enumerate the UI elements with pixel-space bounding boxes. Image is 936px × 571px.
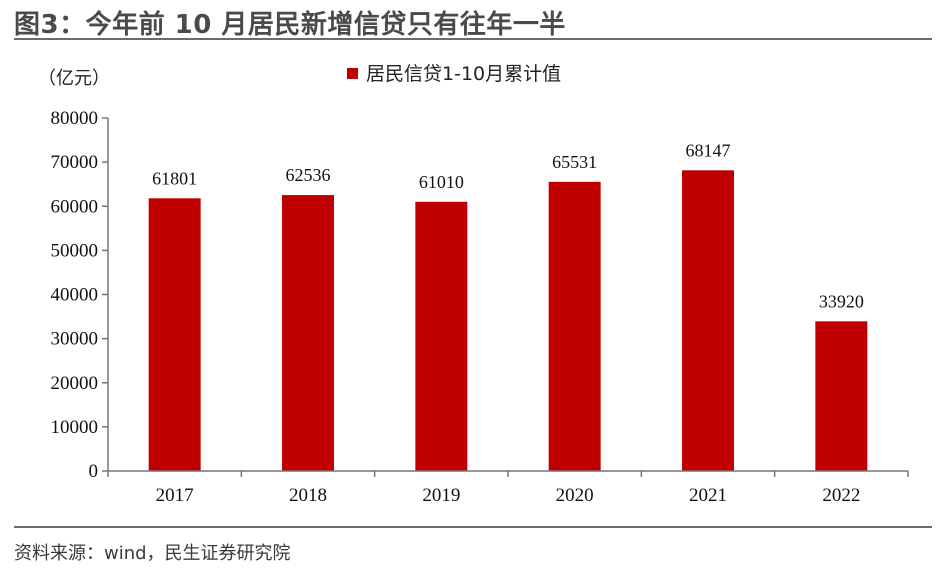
y-tick-label: 0 (89, 461, 99, 482)
x-tick-label-2019: 2019 (422, 485, 460, 506)
y-tick-label: 70000 (51, 152, 99, 173)
y-tick-label: 60000 (51, 196, 99, 217)
value-label-2018: 62536 (286, 165, 331, 185)
x-tick-label-2020: 2020 (556, 485, 594, 506)
value-label-2021: 68147 (686, 140, 731, 160)
bar-2017 (148, 198, 201, 471)
source-note: 资料来源：wind，民生证券研究院 (14, 543, 291, 564)
y-tick-label: 10000 (51, 417, 99, 438)
x-tick-label-2018: 2018 (289, 485, 327, 506)
y-tick-label: 40000 (51, 285, 99, 306)
legend: 居民信贷1-10月累计值 (347, 63, 561, 85)
value-label-2022: 33920 (819, 291, 864, 311)
y-tick-label: 50000 (51, 240, 99, 261)
x-tick-label-2022: 2022 (822, 485, 860, 506)
x-axis-ticks: 2017 2018 2019 2020 2021 2022 (107, 471, 909, 506)
legend-label: 居民信贷1-10月累计值 (366, 63, 561, 85)
legend-swatch (347, 68, 358, 79)
y-tick-label: 80000 (51, 108, 99, 129)
bar-2019 (415, 201, 468, 471)
page-title: 图3：今年前 10 月居民新增信贷只有往年一半 (14, 10, 566, 40)
value-label-2019: 61010 (419, 172, 464, 192)
bar-2021 (682, 170, 734, 471)
y-axis-unit-label: （亿元） (38, 68, 110, 89)
y-axis-ticks: 0 10000 20000 30000 40000 50000 60000 70000 8000… (51, 108, 108, 482)
bar-2018 (282, 195, 334, 471)
x-tick-label-2017: 2017 (156, 485, 194, 506)
value-labels: 61801 62536 61010 65531 68147 33920 (152, 140, 864, 311)
bar-2022 (815, 321, 868, 471)
value-label-2020: 65531 (552, 152, 597, 172)
bars (148, 170, 868, 471)
footer-divider (14, 526, 932, 528)
bar-2020 (548, 181, 601, 471)
y-tick-label: 20000 (51, 373, 99, 394)
value-label-2017: 61801 (152, 168, 197, 188)
title-divider (14, 38, 932, 40)
y-tick-label: 30000 (51, 329, 99, 350)
x-tick-label-2021: 2021 (689, 485, 727, 506)
